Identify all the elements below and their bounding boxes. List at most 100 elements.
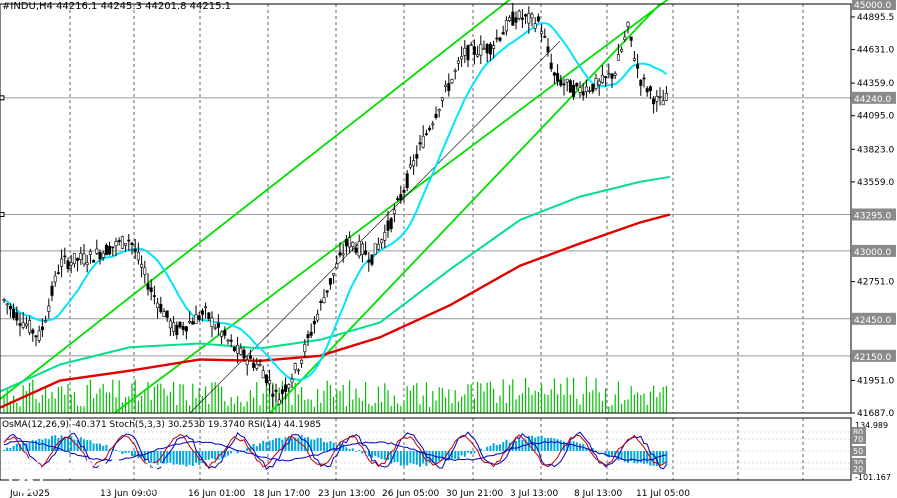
osma-bar	[265, 441, 268, 451]
osma-bar	[380, 451, 383, 460]
candle-body	[367, 260, 371, 263]
osma-bar	[659, 451, 661, 466]
candle-body	[495, 37, 499, 40]
osma-bar	[204, 451, 207, 460]
candle-body	[88, 251, 92, 255]
candle-body	[287, 384, 291, 389]
candle-body	[130, 242, 134, 245]
osma-bar	[652, 451, 655, 466]
osma-bar	[92, 443, 95, 451]
candle-body	[431, 123, 435, 126]
osc-tag	[852, 427, 866, 437]
candle-body	[34, 335, 38, 338]
osma-bar	[377, 451, 380, 458]
time-label: 3 Jul 13:00	[510, 489, 559, 498]
osma-bar	[559, 440, 562, 451]
osma-bar	[515, 441, 517, 451]
osma-bar	[499, 444, 501, 451]
moving-averages	[0, 22, 671, 409]
candle-body	[408, 164, 412, 168]
candle-body	[322, 297, 326, 304]
candle-body	[268, 380, 272, 385]
candle-body	[239, 347, 243, 355]
osma-bar	[492, 443, 495, 451]
osma-bar	[633, 451, 636, 464]
time-label: 11 Jul 05:00	[636, 489, 690, 498]
osma-bar	[6, 447, 9, 451]
candle-body	[293, 363, 297, 370]
osc-label: 20	[853, 465, 863, 474]
osma-bar	[447, 451, 450, 461]
oscillator-info: OsMA(12,26,9) -40.371 Stoch(5,3,3) 30.25…	[2, 420, 322, 430]
candle-body	[184, 326, 188, 332]
candle-body	[552, 72, 556, 76]
osma-bar	[438, 451, 441, 462]
candle-body	[376, 243, 380, 250]
price-label: 44240.0	[854, 95, 891, 105]
candle-body	[357, 241, 361, 257]
candle-body	[188, 321, 192, 324]
candle-body	[127, 239, 131, 242]
osma-bar	[57, 437, 60, 451]
osma-bar	[294, 437, 297, 451]
candle-body	[578, 87, 582, 93]
osma-bar	[255, 446, 258, 451]
osma-bar	[399, 451, 402, 466]
candle-body	[197, 315, 201, 320]
osma-bar	[345, 447, 348, 451]
candle-body	[626, 21, 630, 27]
candle-body	[47, 305, 51, 312]
osma-bar	[572, 441, 575, 451]
osma-bar	[127, 451, 130, 453]
candle-body	[479, 44, 483, 56]
candle-body	[15, 312, 19, 321]
osma-bar	[543, 437, 546, 451]
osma-bar	[553, 438, 556, 451]
osma-bar	[326, 442, 329, 451]
candle-body	[460, 56, 464, 60]
candle-body	[383, 232, 387, 241]
rsi-line	[3, 440, 667, 462]
channel-upper	[0, 0, 511, 400]
osma-bar	[51, 435, 53, 451]
candle-body	[652, 98, 656, 105]
candle-body	[264, 374, 268, 383]
candle-body	[303, 343, 307, 353]
osc-label: 50	[853, 447, 863, 456]
time-label: 8 Jul 13:00	[574, 489, 623, 498]
candle-body	[117, 240, 121, 242]
stoch-signal-line	[3, 433, 667, 468]
candle-body	[629, 36, 633, 41]
logo-name: instaforex	[50, 456, 172, 481]
candle-body	[440, 97, 444, 101]
level-handle	[0, 211, 5, 217]
osma-bar	[246, 448, 249, 451]
osma-bar	[60, 435, 63, 451]
osma-bar	[412, 451, 415, 464]
candle-body	[469, 44, 473, 46]
candle-body	[44, 320, 48, 323]
candle-body	[31, 329, 35, 334]
candle-body	[639, 79, 643, 86]
candle-body	[124, 243, 128, 246]
osc-label: 30	[853, 459, 863, 468]
candle-body	[159, 303, 163, 313]
osma-bar	[627, 451, 629, 464]
candle-body	[37, 330, 41, 341]
osma-bar	[166, 451, 169, 466]
osma-bar	[665, 451, 668, 465]
candle-body	[213, 327, 217, 329]
candle-body	[501, 32, 505, 35]
candle-body	[600, 74, 604, 83]
candle-body	[168, 320, 172, 329]
candle-body	[568, 80, 572, 93]
candle-body	[79, 253, 83, 260]
candle-body	[428, 127, 432, 131]
osma-bar	[534, 437, 537, 451]
grid-lines	[69, 4, 804, 480]
price-label: 44631.0	[857, 46, 894, 56]
instaforex-logo: instaforex Instant Forex Trading	[8, 456, 178, 496]
osma-bar	[428, 451, 431, 463]
osma-bar	[19, 443, 21, 451]
